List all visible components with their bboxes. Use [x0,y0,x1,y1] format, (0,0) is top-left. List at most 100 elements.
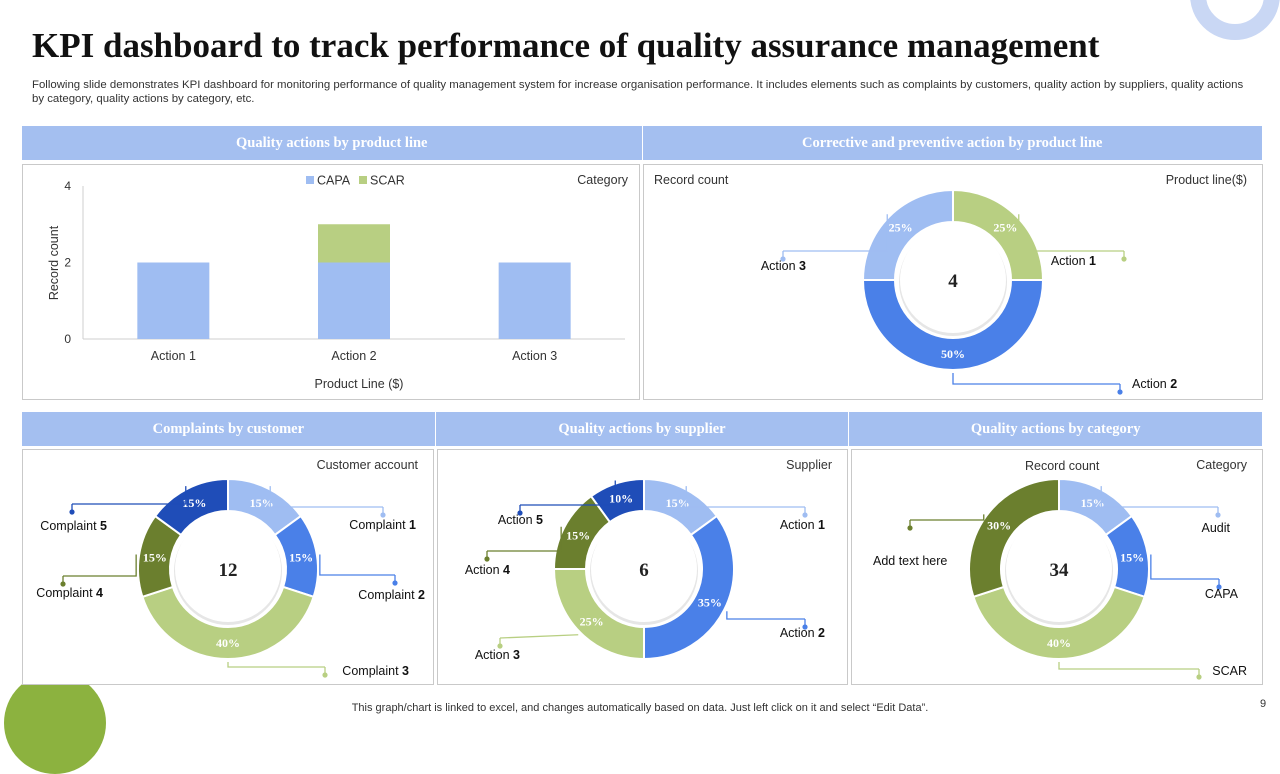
callout-dot [907,525,913,531]
slice-label: 15% [666,496,690,510]
callout-line [520,480,616,506]
slice-label: 25% [580,614,604,628]
callout-label: Complaint 5 [40,519,107,533]
corner-label: Customer account [317,458,419,472]
capa-donut-chart: 25% Action 1 50% Action 2 25% Action 3 4 Produc… [654,173,1247,395]
corner-label: Supplier [786,458,832,472]
header-quality-actions-by-category: Quality actions by category [848,412,1262,446]
callout-line [726,611,805,620]
slice-label: 40% [216,636,240,650]
callout-line [910,514,985,521]
callout-label: CAPA [1205,587,1239,601]
top-section-header: Quality actions by product line Correcti… [22,126,1262,160]
callout-label: Action 3 [761,259,806,273]
supplier-donut-panel: 15% Action 1 35% Action 2 25% Action 3 15% Acti… [437,449,848,685]
slice-label: 15% [143,550,167,564]
complaints-donut-panel: 15% Complaint 1 15% Complaint 2 40% Complaint… [22,449,434,685]
callout-label: Action 2 [1132,377,1177,391]
center-disc [1006,516,1112,622]
callout-dot [1216,584,1222,590]
callout-line [783,214,888,252]
callout-line [1018,214,1124,252]
category-donut-panel: 15% Audit 15% CAPA 40% SCAR 30% Add text here 34… [851,449,1263,685]
callout-line [227,662,325,668]
callout-line [1058,662,1199,670]
slice-label: 10% [609,492,633,506]
decorative-circle [4,672,106,774]
callout-dot [780,256,786,262]
corner-label: Product line($) [1166,173,1247,187]
slice-label: 30% [987,519,1011,533]
callout-dot [1196,674,1202,680]
category-donut-chart: 15% Audit 15% CAPA 40% SCAR 30% Add text here 34… [873,458,1248,680]
bottom-section-header: Complaints by customer Quality actions b… [22,412,1262,446]
page-number: 9 [1260,698,1267,710]
corner-label: Category [577,173,628,187]
x-axis-title: Product Line ($) [315,377,404,391]
legend-swatch-scar [359,176,367,184]
callout-dot [1121,256,1127,262]
slice-label: 15% [250,496,274,510]
callout-label: Action 4 [465,563,510,577]
x-tick-label: Action 2 [331,349,376,363]
slice-label: 35% [698,596,722,610]
callout-line [1100,486,1218,508]
header-complaints-by-customer: Complaints by customer [152,420,305,437]
callout-line [319,554,395,576]
y-tick-label: 2 [64,256,71,270]
callout-dot [1215,512,1221,518]
callout-line [685,486,805,508]
slice-label: 40% [1047,636,1071,650]
center-value: 34 [1050,560,1070,581]
callout-label: SCAR [1212,664,1247,678]
supplier-donut-chart: 15% Action 1 35% Action 2 25% Action 3 15% Acti… [465,458,832,662]
callout-label: Action 5 [498,513,543,527]
slice-complaint-3 [141,585,315,660]
capa-donut-panel: 25% Action 1 50% Action 2 25% Action 3 4 Produc… [643,164,1263,400]
y-axis-title: Record count [47,225,61,300]
callout-dot [484,556,490,562]
y-tick-label: 4 [64,179,71,193]
callout-line [499,634,579,639]
slice-label: 15% [1081,496,1105,510]
slice-action-3 [861,188,954,281]
slice-action-5 [589,477,645,524]
complaints-donut-chart: 15% Complaint 1 15% Complaint 2 40% Complaint… [36,458,425,678]
slice-label: 25% [993,221,1017,235]
callout-label: Action 1 [1051,254,1096,268]
center-value: 12 [219,560,238,581]
callout-label: Complaint 3 [342,664,409,678]
legend-label-capa: CAPA [317,174,351,188]
callout-dot [69,509,75,515]
page-title: KPI dashboard to track performance of qu… [32,26,1100,65]
center-disc [591,516,697,622]
callout-dot [1117,389,1123,395]
callout-label: Complaint 2 [358,588,425,602]
callout-line [72,486,187,505]
callout-line [487,526,562,552]
slice-label: 15% [566,528,590,542]
bar-capa-1 [137,262,210,339]
callout-line [63,554,137,577]
bar-capa-2 [318,262,390,339]
bar-chart-panel: 0 2 4 Action 1 Action 2 Action 3 CAPA SCAR Categ… [22,164,640,400]
legend-label-scar: SCAR [370,174,405,188]
callout-line [269,486,383,508]
slice-add-text-here [968,477,1060,599]
center-disc [175,516,281,622]
callout-label: Add text here [873,554,947,568]
callout-label: Complaint 1 [349,518,416,532]
center-disc [900,227,1006,333]
callout-dot [802,512,808,518]
callout-dot [497,643,503,649]
header-quality-actions-by-product-line: Quality actions by product line [236,134,428,151]
corner-label: Category [1196,458,1247,472]
footer-note: This graph/chart is linked to excel, and… [351,702,929,714]
callout-dot [322,672,328,678]
bar-chart: 0 2 4 Action 1 Action 2 Action 3 CAPA SCAR Categ… [47,173,629,391]
record-count-label: Record count [1025,459,1100,473]
slice-label: 25% [889,221,913,235]
bar-capa-3 [498,262,571,339]
callout-line [952,373,1120,385]
callout-dot [802,624,808,630]
